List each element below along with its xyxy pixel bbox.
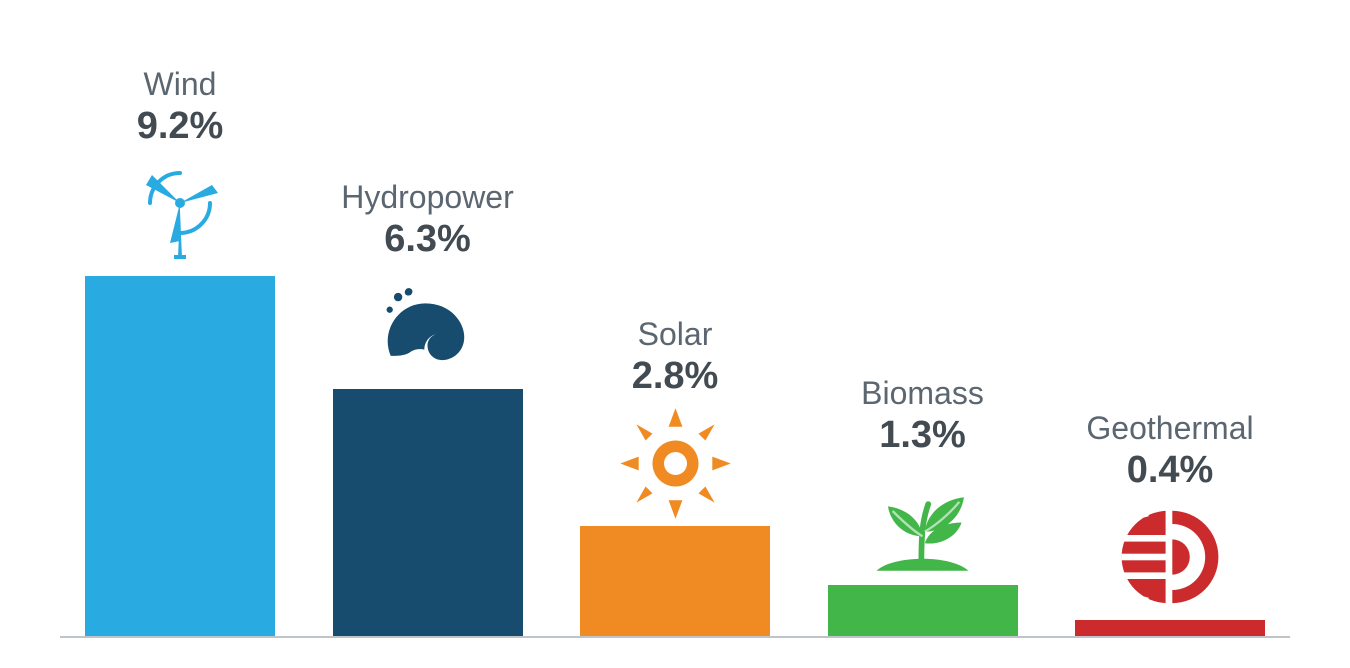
wave-icon xyxy=(368,271,488,381)
bar-value: 9.2% xyxy=(137,105,224,148)
column-biomass: Biomass 1.3% xyxy=(803,375,1043,636)
bar xyxy=(1075,620,1265,636)
bar-value: 1.3% xyxy=(879,414,966,457)
geothermal-globe-icon xyxy=(1110,502,1230,612)
column-geothermal: Geothermal 0.4% xyxy=(1050,410,1290,636)
bar-label: Hydropower xyxy=(341,179,514,216)
bar xyxy=(333,389,523,636)
energy-bar-chart: Wind 9.2% xyxy=(60,18,1290,638)
bar xyxy=(85,276,275,636)
bar-value: 2.8% xyxy=(632,355,719,398)
bar-value: 0.4% xyxy=(1127,449,1214,492)
plant-sprout-icon xyxy=(863,467,983,577)
column-solar: Solar 2.8% xyxy=(555,316,795,636)
bar-label: Wind xyxy=(144,66,217,103)
column-hydropower: Hydropower 6.3% xyxy=(308,179,548,636)
bar xyxy=(828,585,1018,636)
column-wind: Wind 9.2% xyxy=(60,66,300,636)
bar-label: Biomass xyxy=(861,375,984,412)
bar-value: 6.3% xyxy=(384,218,471,261)
bar xyxy=(580,526,770,636)
bar-label: Solar xyxy=(638,316,713,353)
sun-icon xyxy=(615,408,735,518)
bar-label: Geothermal xyxy=(1086,410,1253,447)
wind-turbine-icon xyxy=(120,158,240,268)
